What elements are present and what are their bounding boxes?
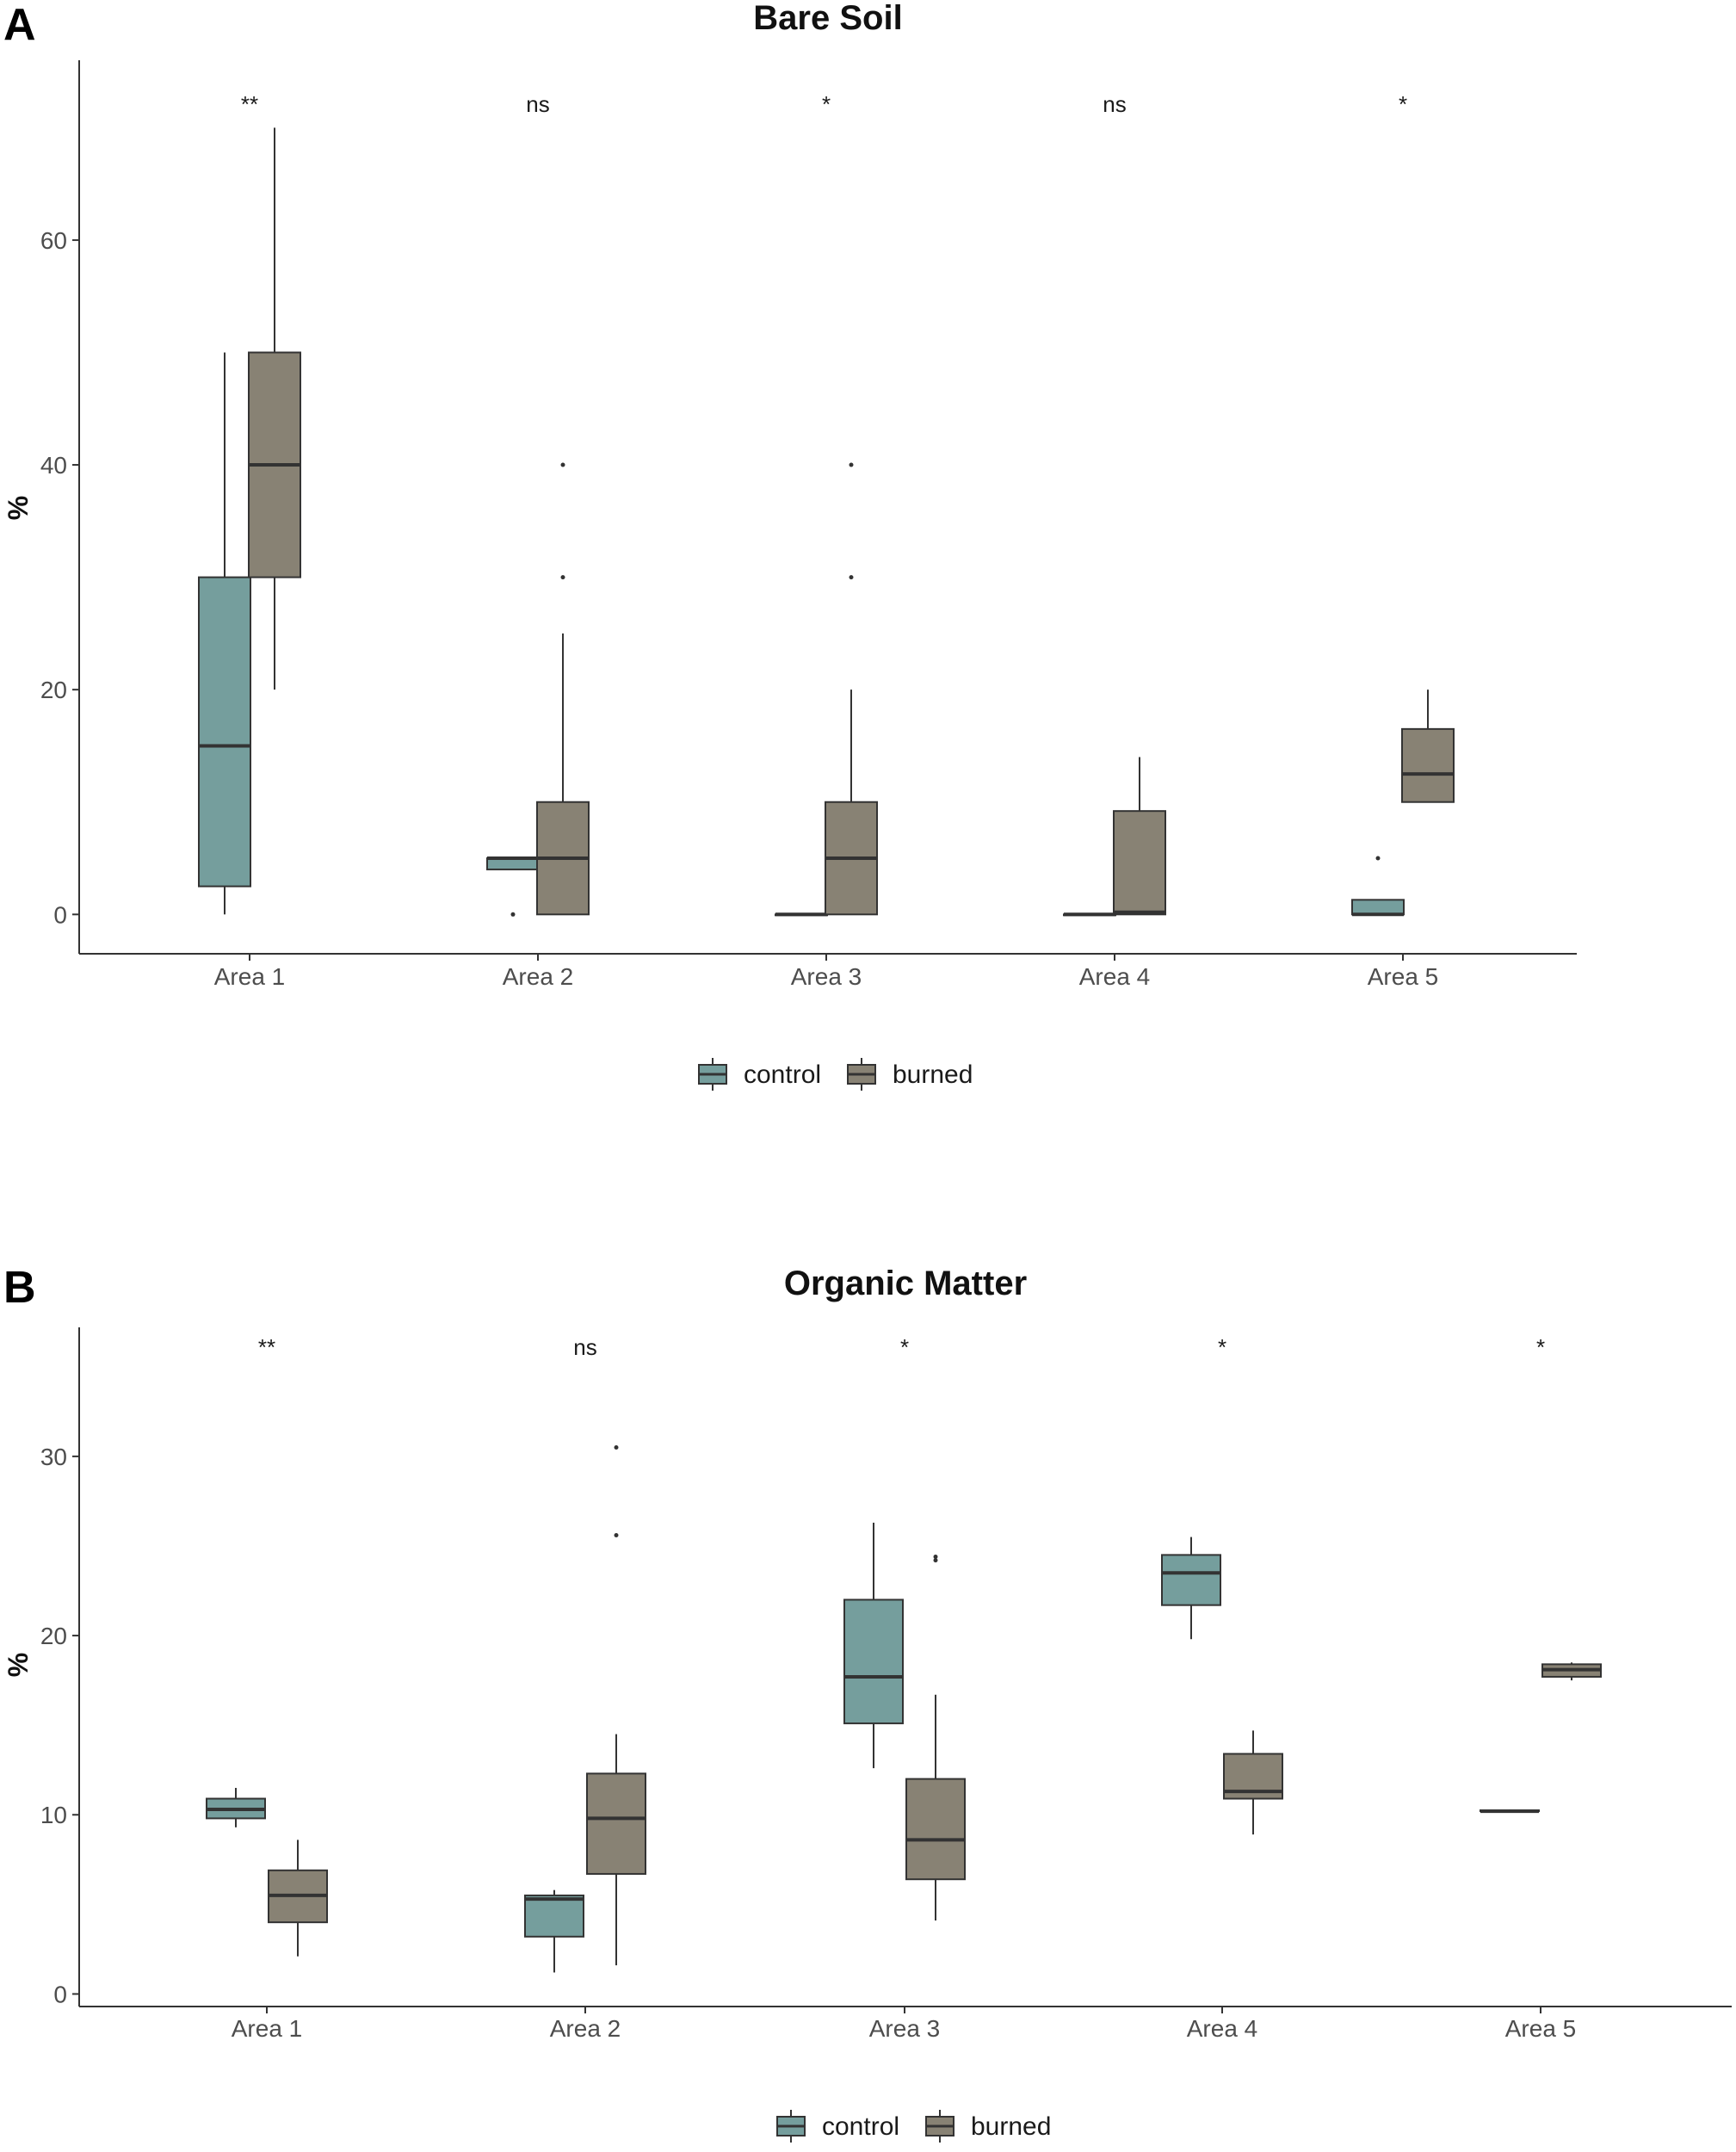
chart-b-x-tick-label: Area 5: [1505, 2015, 1577, 2042]
chart-b-box-burned-2: [586, 1772, 646, 1875]
chart-b-x-tick-label: Area 3: [869, 2015, 941, 2042]
chart-b-box-control-3: [843, 1599, 904, 1725]
chart-b-box-control-2: [524, 1894, 584, 1938]
chart-a-box-burned-2-outlier: [560, 575, 565, 580]
chart-a-x-tick-label: Area 1: [214, 963, 286, 990]
chart-a-y-tick-label: 40: [40, 452, 67, 479]
chart-b-y-tick-label: 0: [53, 1981, 67, 2007]
chart-a-box-burned-4: [1113, 810, 1166, 916]
chart-a-ylabel: %: [3, 496, 34, 520]
chart-b-y-tick-label: 10: [40, 1802, 67, 1828]
chart-b-legend-label-burned: burned: [971, 2112, 1051, 2141]
chart-a-x-tick-label: Area 4: [1079, 963, 1151, 990]
chart-a-y-tick-label: 60: [40, 227, 67, 254]
chart-a-significance-label: *: [1399, 91, 1407, 117]
panel-label-b: B: [3, 1263, 36, 1313]
chart-b-x-tick-label: Area 2: [550, 2015, 621, 2042]
chart-a-legend: control burned: [698, 1058, 973, 1091]
chart-b-box-burned-3-outlier: [933, 1554, 938, 1559]
chart-b-box-control-4: [1161, 1554, 1221, 1606]
chart-a-significance-label: ns: [526, 91, 549, 117]
chart-a-box-burned-2-outlier: [560, 462, 565, 467]
chart-a-y-tick-label: 0: [53, 901, 67, 928]
chart-b-legend-label-control: control: [822, 2112, 899, 2141]
chart-b-significance-label: ns: [573, 1334, 596, 1360]
chart-b-box-burned-3-outlier: [933, 1558, 938, 1563]
chart-a-x-tick-label: Area 5: [1368, 963, 1439, 990]
chart-b-significance-label: **: [258, 1334, 275, 1360]
chart-a-box-burned-3-outlier: [849, 575, 854, 580]
chart-b-box-burned-2-outlier: [614, 1532, 619, 1537]
chart-b-significance-label: *: [1218, 1334, 1226, 1360]
chart-b-box-burned-3: [905, 1778, 966, 1881]
chart-a-legend-label-burned: burned: [893, 1061, 973, 1089]
chart-a-box-control-5: [1351, 899, 1405, 916]
chart-a-x-tick-label: Area 3: [791, 963, 862, 990]
chart-a-legend-label-control: control: [744, 1061, 821, 1089]
chart-a-x-tick-label: Area 2: [503, 963, 574, 990]
chart-a-y-tick-label: 20: [40, 677, 67, 703]
chart-b-title: Organic Matter: [784, 1265, 1027, 1302]
chart-b-legend: control burned: [776, 2110, 1051, 2143]
chart-a-box-control-2-outlier: [510, 912, 516, 917]
chart-a-box-control-5-outlier: [1375, 856, 1381, 861]
chart-b-significance-label: *: [900, 1334, 909, 1360]
chart-a-box-burned-5: [1401, 727, 1455, 803]
chart-b-x-tick-label: Area 4: [1187, 2015, 1258, 2042]
chart-b-significance-label: *: [1536, 1334, 1545, 1360]
chart-b-x-tick-label: Area 1: [232, 2015, 303, 2042]
chart-a-box-burned-3-outlier: [849, 462, 854, 467]
chart-b-y-tick-label: 20: [40, 1623, 67, 1649]
chart-a-significance-label: *: [822, 91, 831, 117]
chart-a-title: Bare Soil: [753, 0, 902, 37]
chart-a-significance-label: ns: [1103, 91, 1126, 117]
chart-b-plot: 0 10 20 30 Area 1 ** Area 2 ns Area 3 * Area 4 * Are…: [40, 1327, 1732, 2042]
panel-label-a: A: [3, 0, 36, 50]
chart-b-box-burned-2-outlier: [614, 1444, 619, 1450]
chart-b-ylabel: %: [3, 1653, 34, 1677]
chart-a-plot: 0 20 40 60 Area 1 ** Area 2 ns Area 3 * Area 4 ns Ar…: [40, 60, 1577, 990]
chart-a-box-control-1: [198, 576, 251, 887]
chart-a-significance-label: **: [241, 91, 258, 117]
chart-b-y-tick-label: 30: [40, 1444, 67, 1470]
